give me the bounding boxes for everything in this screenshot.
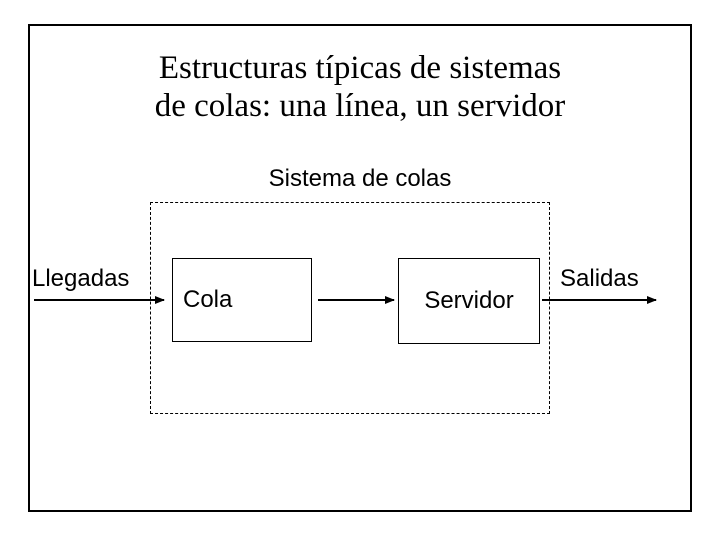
title-line-2: de colas: una línea, un servidor bbox=[155, 88, 566, 124]
slide-frame: Estructuras típicas de sistemas de colas… bbox=[0, 0, 720, 540]
queue-box: Cola bbox=[172, 258, 312, 342]
title-line-1: Estructuras típicas de sistemas bbox=[159, 50, 561, 86]
system-label: Sistema de colas bbox=[255, 165, 465, 193]
queue-box-label: Cola bbox=[183, 286, 232, 314]
slide-title: Estructuras típicas de sistemas de colas… bbox=[80, 50, 640, 126]
arrivals-label: Llegadas bbox=[32, 265, 129, 293]
departures-label: Salidas bbox=[560, 265, 639, 293]
server-box-label: Servidor bbox=[424, 287, 513, 315]
server-box: Servidor bbox=[398, 258, 540, 344]
